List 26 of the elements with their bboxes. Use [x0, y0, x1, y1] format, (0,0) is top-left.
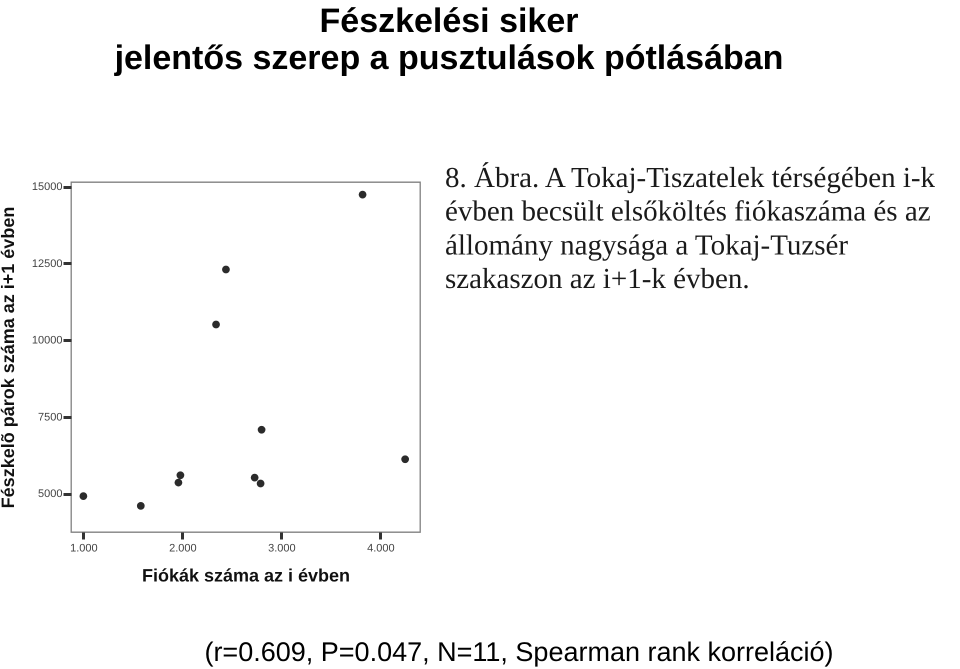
point	[80, 492, 88, 500]
chart-title: Fészkelési siker	[320, 2, 578, 40]
x-axis-title: Fiókák száma az i évben	[142, 566, 350, 586]
x-tick-label: 2.000	[169, 542, 197, 554]
x-tick-label: 4.000	[367, 542, 395, 554]
point	[222, 266, 230, 274]
y-axis-title: Fészkelõ párok száma az i+1 évben	[0, 206, 18, 508]
point	[174, 478, 182, 486]
chart-subtitle: jelentős szerep a pusztulások pótlásában	[114, 39, 784, 77]
point	[176, 471, 184, 480]
point	[256, 480, 264, 488]
text: (r=0.609, P=0.047, N=11, Spearman rank korreláció)	[204, 637, 834, 667]
text: 8. Ábra. A Tokaj-Tiszatelek térségében i-k évben becsült elsőköltés fiókaszáma és az állomány nagysága a Tokaj-Tuzsér szakaszon az i+1-k évben.	[445, 162, 936, 296]
point	[401, 455, 410, 464]
y-tick-label: 5000	[38, 488, 62, 500]
y-tick-label: 12500	[32, 258, 62, 270]
x-tick-label: 1.000	[70, 542, 98, 554]
point	[136, 502, 145, 510]
y-tick-label: 15000	[32, 181, 62, 194]
y-tick-label: 10000	[32, 334, 62, 347]
x-tick-label: 3.000	[268, 542, 296, 554]
point	[258, 426, 266, 434]
point	[212, 320, 220, 328]
point	[358, 190, 366, 198]
y-tick-label: 7500	[38, 411, 62, 424]
point	[250, 474, 259, 482]
